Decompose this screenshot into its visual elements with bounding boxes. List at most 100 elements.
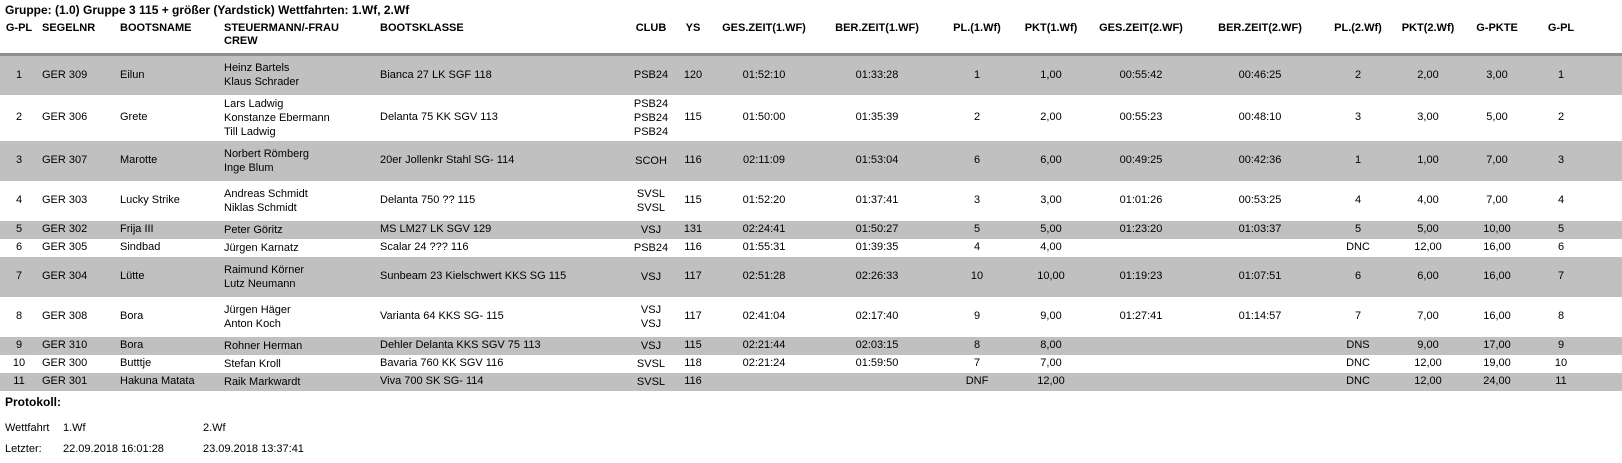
- cell-bootsname: Sindbad: [120, 241, 161, 253]
- column-header-ber-zeit-2wf: BER.ZEIT(2.WF): [1198, 20, 1322, 56]
- cell-pl-2wf: 3: [1354, 111, 1362, 123]
- letzter-datum-1wf: 22.09.2018 16:01:28: [63, 442, 164, 455]
- column-header-ys: YS: [676, 20, 710, 56]
- cell-g-pkte: 16,00: [1483, 270, 1511, 282]
- cell-ges-zeit-2wf: [1084, 337, 1198, 355]
- cell-pkt-2wf: 1,00: [1417, 154, 1439, 166]
- cell-steuermann-crew: Raik Markwardt: [224, 375, 301, 388]
- cell-pkt-1wf: 2,00: [1040, 111, 1062, 123]
- cell-ges-zeit-1wf: 01:50:00: [742, 111, 786, 123]
- column-header-pkt-1wf: PKT(1.Wf): [1018, 20, 1084, 56]
- cell-bootsklasse: Delanta 750 ?? 115: [380, 194, 476, 206]
- cell-pl-2wf: DNC: [1346, 357, 1370, 369]
- cell-bootsname: Lucky Strike: [120, 194, 180, 206]
- cell-pl-1wf: 4: [973, 241, 981, 253]
- cell-ber-zeit-2wf: 01:03:37: [1238, 223, 1282, 235]
- cell-pl-1wf: 1: [973, 68, 981, 81]
- cell-ys: 117: [684, 310, 702, 322]
- cell-ber-zeit-1wf: 01:59:50: [855, 357, 899, 369]
- cell-ber-zeit-2wf: [1198, 239, 1322, 257]
- cell-bootsklasse: Bianca 27 LK SGF 118: [380, 68, 492, 81]
- cell-ges-zeit-2wf: [1084, 239, 1198, 257]
- cell-pkt-2wf: 9,00: [1417, 339, 1439, 351]
- cell-steuermann-crew: Heinz Bartels Klaus Schrader: [224, 62, 300, 89]
- cell-ber-zeit-1wf: 01:53:04: [855, 154, 899, 166]
- cell-bootsname: Frija III: [120, 223, 154, 235]
- column-header-g-pkte: G-PKTE: [1462, 20, 1532, 56]
- cell-pkt-2wf: 6,00: [1417, 270, 1439, 282]
- cell-bootsklasse: Sunbeam 23 Kielschwert KKS SG 115: [380, 270, 567, 282]
- cell-g-pkte: 24,00: [1483, 375, 1511, 387]
- cell-segelnr: GER 303: [42, 194, 88, 206]
- column-header-pl-2wf: PL.(2.Wf): [1322, 20, 1394, 56]
- cell-ges-zeit-2wf: 01:27:41: [1119, 310, 1163, 322]
- cell-g-pl-gesamt: 9: [1557, 339, 1565, 351]
- cell-steuermann-crew: Jürgen Häger Anton Koch: [224, 303, 291, 330]
- column-header-steuermann-crew: STEUERMANN/-FRAU CREW: [220, 20, 376, 56]
- cell-bootsname: Bora: [120, 310, 144, 322]
- cell-ges-zeit-1wf: 01:52:10: [742, 68, 786, 81]
- cell-club: SVSL: [636, 357, 666, 370]
- cell-pkt-1wf: 8,00: [1040, 339, 1062, 351]
- table-row: 1 GER 309 Eilun Heinz Bartels Klaus Schrader…: [0, 54, 1622, 95]
- cell-ber-zeit-2wf: 00:53:25: [1238, 194, 1282, 206]
- column-header-ber-zeit-1wf: BER.ZEIT(1.WF): [818, 20, 936, 56]
- cell-ges-zeit-2wf: 00:55:42: [1119, 68, 1163, 81]
- cell-segelnr: GER 301: [42, 375, 88, 387]
- cell-pkt-2wf: 12,00: [1414, 357, 1442, 369]
- cell-pl-2wf: DNC: [1346, 241, 1370, 253]
- column-header-ges-zeit-2wf: GES.ZEIT(2.WF): [1084, 20, 1198, 56]
- cell-steuermann-crew: Rohner Herman: [224, 339, 303, 352]
- cell-ges-zeit-2wf: 01:01:26: [1119, 194, 1163, 206]
- cell-ges-zeit-1wf: 02:51:28: [742, 270, 786, 282]
- table-row: 7 GER 304 Lütte Raimund Körner Lutz Neumann S…: [0, 256, 1622, 297]
- cell-bootsklasse: Dehler Delanta KKS SGV 75 113: [380, 339, 541, 351]
- cell-bootsklasse: Scalar 24 ??? 116: [380, 241, 469, 253]
- cell-ber-zeit-1wf: 02:26:33: [855, 270, 899, 282]
- cell-pl-1wf: 9: [973, 310, 981, 322]
- cell-steuermann-crew: Norbert Römberg Inge Blum: [224, 147, 309, 174]
- cell-g-pl-gesamt: 8: [1557, 310, 1565, 322]
- cell-g-pl-gesamt: 4: [1557, 194, 1565, 206]
- cell-pl-2wf: DNS: [1346, 339, 1370, 351]
- cell-pkt-2wf: 4,00: [1417, 194, 1439, 206]
- cell-g-pkte: 7,00: [1486, 154, 1508, 166]
- cell-bootsname: Eilun: [120, 68, 145, 81]
- cell-g-pl: 8: [15, 310, 23, 322]
- column-header-segelnr: SEGELNR: [38, 20, 116, 56]
- cell-bootsname: Grete: [120, 111, 148, 123]
- cell-g-pkte: 5,00: [1486, 111, 1508, 123]
- cell-segelnr: GER 305: [42, 241, 88, 253]
- cell-club: VSJ: [640, 270, 662, 283]
- cell-ges-zeit-2wf: 01:23:20: [1119, 223, 1163, 235]
- cell-g-pl: 1: [15, 68, 23, 81]
- cell-pl-1wf: 10: [970, 270, 984, 282]
- cell-g-pl: 5: [15, 223, 23, 235]
- cell-bootsklasse: Varianta 64 KKS SG- 115: [380, 310, 504, 322]
- column-header-pl-1wf: PL.(1.Wf): [936, 20, 1018, 56]
- results-table: G-PL SEGELNR BOOTSNAME STEUERMANN/-FRAU CREW…: [0, 20, 1622, 391]
- cell-ys: 116: [684, 241, 702, 253]
- cell-ber-zeit-2wf: [1198, 355, 1322, 373]
- cell-ys: 120: [683, 68, 703, 81]
- cell-club: VSJ VSJ: [640, 303, 662, 330]
- row-filler: [1590, 95, 1622, 141]
- cell-pkt-1wf: 10,00: [1037, 270, 1065, 282]
- cell-g-pkte: 16,00: [1483, 310, 1511, 322]
- cell-segelnr: GER 306: [42, 111, 88, 123]
- cell-pl-1wf: 3: [973, 194, 981, 206]
- cell-pl-2wf: 5: [1354, 223, 1362, 235]
- cell-ys: 116: [684, 375, 702, 387]
- cell-bootsklasse: MS LM27 LK SGV 129: [380, 223, 492, 235]
- cell-club: VSJ: [640, 339, 662, 352]
- letzter-label: Letzter:: [5, 442, 42, 455]
- cell-ys: 118: [684, 357, 702, 369]
- cell-ber-zeit-1wf: 02:17:40: [855, 310, 899, 322]
- cell-ber-zeit-1wf: 01:39:35: [855, 241, 899, 253]
- cell-g-pl: 10: [12, 357, 26, 369]
- cell-g-pl: 11: [13, 375, 25, 387]
- footer: Protokoll: Wettfahrt 1.Wf 2.Wf Letzter: …: [0, 395, 1622, 456]
- cell-g-pl: 9: [15, 339, 23, 351]
- cell-ges-zeit-2wf: [1084, 355, 1198, 373]
- table-row: 5 GER 302 Frija III Peter Göritz MS LM27 LK …: [0, 220, 1622, 239]
